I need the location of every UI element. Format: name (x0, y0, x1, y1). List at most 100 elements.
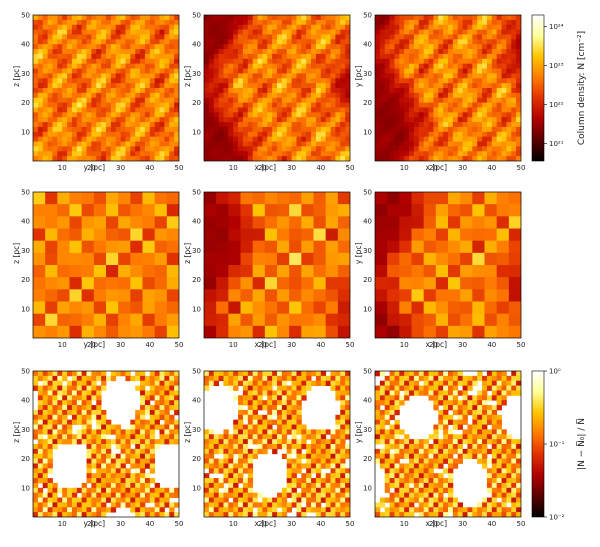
panel-r2c1-image (33, 192, 179, 338)
x-tick-label: 20 (429, 520, 438, 528)
x-axis-label: x [pc] (426, 519, 448, 528)
panel-r1c1: 10 10 20 20 30 30 40 40 50 50 y [pc] z [pc] (12, 12, 183, 173)
x-tick-label: 40 (316, 520, 325, 528)
x-tick-label: 50 (175, 520, 184, 528)
panel-frame (203, 370, 351, 518)
colorbar-tick-label: 10²⁴ (549, 23, 564, 31)
x-tick-label: 40 (316, 164, 325, 172)
y-tick-label: 20 (363, 99, 372, 107)
panel-frame (32, 191, 180, 339)
panel-frame (203, 191, 351, 339)
x-tick-label: 20 (258, 520, 267, 528)
y-axis-label: z [pc] (183, 243, 192, 264)
y-tick-label: 40 (21, 397, 30, 405)
y-tick-label: 20 (363, 455, 372, 463)
y-tick-label: 50 (363, 189, 372, 197)
x-tick-label: 50 (346, 164, 355, 172)
y-axis-label: z [pc] (12, 422, 21, 443)
colorbar-tick-label: 10²¹ (549, 140, 564, 148)
x-tick-label: 10 (400, 341, 409, 349)
panel-r3c1-image (33, 371, 179, 517)
x-tick-label: 50 (346, 341, 355, 349)
y-tick-label: 10 (21, 128, 30, 136)
y-tick-label: 50 (192, 189, 201, 197)
x-tick-label: 20 (87, 520, 96, 528)
y-tick-label: 50 (192, 368, 201, 376)
y-tick-label: 30 (21, 70, 30, 78)
panel-r3c2-image (204, 371, 350, 517)
y-tick-label: 20 (21, 455, 30, 463)
y-tick-label: 50 (21, 189, 30, 197)
panel-r2c3: 10 10 20 20 30 30 40 40 50 50 x [pc] y [pc] (354, 189, 525, 350)
x-tick-label: 10 (58, 164, 67, 172)
x-tick-label: 30 (287, 341, 296, 349)
panel-r1c2-image (204, 15, 350, 161)
x-tick-label: 30 (116, 520, 125, 528)
y-tick-label: 10 (192, 305, 201, 313)
x-tick-label: 10 (229, 341, 238, 349)
colorbar-tick-label: 10⁻¹ (549, 441, 565, 449)
y-tick-label: 10 (21, 484, 30, 492)
x-tick-label: 20 (87, 164, 96, 172)
x-tick-label: 20 (429, 341, 438, 349)
x-tick-label: 30 (458, 164, 467, 172)
y-tick-label: 10 (192, 484, 201, 492)
y-tick-label: 30 (192, 426, 201, 434)
y-tick-label: 40 (363, 218, 372, 226)
y-tick-label: 10 (192, 128, 201, 136)
y-axis-label: y [pc] (354, 242, 363, 264)
panels-group: 10 10 20 20 30 30 40 40 50 50 y [pc] z [pc] 10 10 20 20… (12, 12, 525, 529)
x-axis-label: y [pc] (84, 519, 106, 528)
colorbar-relative-difference-label: |N − N̅₀| / N̅ (575, 418, 587, 470)
x-tick-label: 50 (175, 341, 184, 349)
panel-frame (203, 14, 351, 162)
y-tick-label: 20 (363, 276, 372, 284)
panel-r2c1: 10 10 20 20 30 30 40 40 50 50 y [pc] z [pc] (12, 189, 183, 350)
panel-r1c1-image (33, 15, 179, 161)
panel-r1c3: 10 10 20 20 30 30 40 40 50 50 x [pc] y [pc] (354, 12, 525, 173)
y-tick-label: 40 (192, 397, 201, 405)
y-tick-label: 40 (21, 41, 30, 49)
y-axis-label: z [pc] (183, 66, 192, 87)
x-tick-label: 20 (429, 164, 438, 172)
x-axis-label: x [pc] (255, 519, 277, 528)
y-tick-label: 50 (363, 368, 372, 376)
y-tick-label: 30 (21, 426, 30, 434)
colorbar-column-density-label: Column density: N [cm⁻²] (577, 31, 587, 145)
x-axis-label: x [pc] (255, 340, 277, 349)
colorbars-group: 10²¹ 10²² 10²³ 10²⁴ Column density: N [cm⁻²… (531, 14, 587, 522)
y-tick-label: 10 (21, 305, 30, 313)
x-tick-label: 10 (229, 164, 238, 172)
x-tick-label: 50 (517, 520, 526, 528)
panel-r1c3-image (375, 15, 521, 161)
panel-r3c3: 10 10 20 20 30 30 40 40 50 50 x [pc] y [pc] (354, 368, 525, 529)
y-tick-label: 30 (192, 247, 201, 255)
x-tick-label: 50 (517, 341, 526, 349)
y-tick-label: 30 (363, 70, 372, 78)
x-tick-label: 30 (116, 341, 125, 349)
x-tick-label: 10 (229, 520, 238, 528)
x-tick-label: 40 (487, 341, 496, 349)
panel-frame (374, 370, 522, 518)
colorbar-tick-label: 10⁰ (549, 368, 561, 376)
y-tick-label: 40 (21, 218, 30, 226)
x-tick-label: 30 (116, 164, 125, 172)
colorbar-relative-difference-bar (531, 370, 545, 518)
x-tick-label: 20 (87, 341, 96, 349)
y-tick-label: 30 (363, 247, 372, 255)
y-tick-label: 40 (192, 218, 201, 226)
colorbar-relative-difference: 10⁻² 10⁻¹ 10⁰ |N − N̅₀| / N̅ (531, 368, 587, 522)
x-tick-label: 40 (145, 341, 154, 349)
x-axis-label: x [pc] (426, 340, 448, 349)
y-tick-label: 10 (363, 305, 372, 313)
x-tick-label: 50 (175, 164, 184, 172)
panel-r3c3-image (375, 371, 521, 517)
y-tick-label: 20 (21, 99, 30, 107)
colorbar-column-density-bar (531, 14, 545, 162)
panel-r3c2: 10 10 20 20 30 30 40 40 50 50 x [pc] z [pc] (183, 368, 354, 529)
x-tick-label: 20 (258, 341, 267, 349)
panel-frame (32, 370, 180, 518)
x-axis-label: y [pc] (84, 163, 106, 172)
y-tick-label: 40 (363, 397, 372, 405)
